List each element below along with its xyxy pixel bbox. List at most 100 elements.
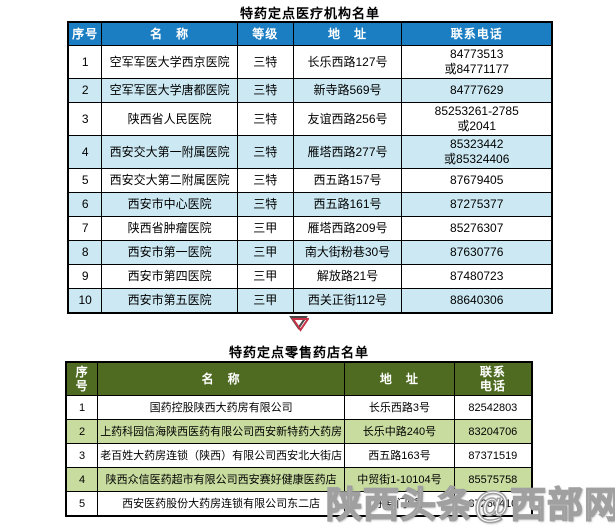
table-cell-name: 西安市第五医院 [101, 288, 238, 314]
table-row: 2 空军军医大学唐都医院 三特 新寺路569号 84777629 [67, 78, 553, 103]
table-cell-grade: 三甲 [236, 216, 294, 241]
table-cell-no: 10 [67, 288, 103, 314]
table-cell-no: 1 [67, 45, 103, 79]
table-row: 2 上药科园信海陕西医药有限公司西安新特药大药房 长乐中路240号 83204706 [65, 419, 533, 444]
table-row: 4 陕西众信医药超市有限公司西安赛好健康医药店 中贸街1-10104号 8557575… [65, 467, 533, 492]
table-cell-grade: 三特 [236, 78, 294, 103]
table-cell-grade: 三特 [236, 192, 294, 217]
table-cell-address: 解放路21号 [292, 264, 403, 289]
table-cell-phone: 85276307 [401, 216, 553, 241]
table-row: 8 西安市第一医院 三甲 南大街粉巷30号 87630776 [67, 240, 553, 265]
table-cell-phone: 87630776 [401, 240, 553, 265]
column-header-no: 序 号 [65, 361, 99, 396]
pharmacy-table-title: 特药定点零售药店名单 [228, 345, 369, 360]
table-cell-grade: 三甲 [236, 288, 294, 314]
table-cell-no: 4 [67, 135, 103, 169]
table-cell-phone: 87371519 [453, 443, 533, 468]
table-row: 10 西安市第五医院 三甲 西关正街112号 88640306 [67, 288, 553, 314]
table-cell-grade: 三特 [236, 102, 294, 136]
table-cell-no: 2 [65, 419, 99, 444]
table-cell-phone: 88640306 [401, 288, 553, 314]
header-row: 序号名 称等级地 址联系电话 [67, 21, 553, 46]
table-row: 3 陕西省人民医院 三特 友谊西路256号 85253261-2785 或2041 [67, 102, 553, 136]
table-cell-grade: 三特 [236, 168, 294, 193]
table-cell-address: 友谊西路256号 [292, 102, 403, 136]
table-cell-name: 陕西省人民医院 [101, 102, 238, 136]
table-cell-name: 西安交大第二附属医院 [101, 168, 238, 193]
table-cell-no: 9 [67, 264, 103, 289]
table-cell-name: 西安市第四医院 [101, 264, 238, 289]
table-cell-no: 1 [65, 395, 99, 420]
section-divider [65, 315, 533, 335]
table-cell-name: 陕西省肿瘤医院 [101, 216, 238, 241]
table-cell-grade: 三甲 [236, 240, 294, 265]
table-cell-phone: 85253261-2785 或2041 [401, 102, 553, 136]
table-cell-phone: 85323442 或85324406 [401, 135, 553, 169]
table-cell-phone: 85575758 [453, 467, 533, 492]
down-triangle-icon [289, 316, 310, 332]
table-cell-name: 空军军医大学西京医院 [101, 45, 238, 79]
table-cell-address: 西关正街112号 [292, 288, 403, 314]
table-row: 1 国药控股陕西大药房有限公司 长乐西路3号 82542803 [65, 395, 533, 420]
watermark: 陕西头条@西部网 [325, 483, 615, 526]
table-cell-address: 长乐西路3号 [344, 395, 455, 420]
table-row: 5 西安医药股份大药房连锁有限公司东二店 东县门8号 87260410 [65, 491, 533, 517]
table-cell-no: 8 [67, 240, 103, 265]
table-cell-phone: 84773513 或84771177 [401, 45, 553, 79]
medical-institutions-table: 序号名 称等级地 址联系电话 1 空军军医大学西京医院 三特 长乐西路127号 84773… [67, 21, 553, 314]
table-cell-name: 西安交大第一附属医院 [101, 135, 238, 169]
table-cell-no: 6 [67, 192, 103, 217]
column-header-phone: 联系 电话 [453, 361, 533, 396]
table-cell-grade: 三特 [236, 45, 294, 79]
table-row: 7 陕西省肿瘤医院 三甲 雁塔西路209号 85276307 [67, 216, 553, 241]
table-cell-address: 南大街粉巷30号 [292, 240, 403, 265]
table-cell-name: 陕西众信医药超市有限公司西安赛好健康医药店 [97, 467, 346, 492]
table-cell-address: 东县门8号 [344, 491, 455, 517]
table-cell-name: 西安医药股份大药房连锁有限公司东二店 [97, 491, 346, 517]
pharmacies-table: 序 号名 称地 址联系 电话 1 国药控股陕西大药房有限公司 长乐西路3号 825428… [65, 361, 533, 517]
table-row: 1 空军军医大学西京医院 三特 长乐西路127号 84773513 或84771177 [67, 45, 553, 79]
table-cell-no: 5 [67, 168, 103, 193]
table-row: 4 西安交大第一附属医院 三特 雁塔西路277号 85323442 或85324406 [67, 135, 553, 169]
table-cell-address: 长乐西路127号 [292, 45, 403, 79]
table-cell-address: 长乐中路240号 [344, 419, 455, 444]
column-header-phone: 联系电话 [401, 21, 553, 46]
table-cell-phone: 84777629 [401, 78, 553, 103]
table-cell-no: 7 [67, 216, 103, 241]
table-row: 6 西安市中心医院 三特 西五路161号 87275377 [67, 192, 553, 217]
table-cell-phone: 87679405 [401, 168, 553, 193]
table-cell-name: 上药科园信海陕西医药有限公司西安新特药大药房 [97, 419, 346, 444]
table-cell-no: 3 [65, 443, 99, 468]
table-cell-name: 老百姓大药房连锁（陕西）有限公司西安北大街店 [97, 443, 346, 468]
column-header-address: 地 址 [344, 361, 455, 396]
table-cell-name: 国药控股陕西大药房有限公司 [97, 395, 346, 420]
table-row: 5 西安交大第二附属医院 三特 西五路157号 87679405 [67, 168, 553, 193]
table-cell-no: 3 [67, 102, 103, 136]
table-cell-name: 西安市中心医院 [101, 192, 238, 217]
column-header-no: 序号 [67, 21, 103, 46]
table-cell-phone: 87480723 [401, 264, 553, 289]
table-cell-name: 空军军医大学唐都医院 [101, 78, 238, 103]
table-cell-grade: 三甲 [236, 264, 294, 289]
table-cell-no: 4 [65, 467, 99, 492]
table-cell-address: 西五路161号 [292, 192, 403, 217]
table-cell-address: 雁塔西路277号 [292, 135, 403, 169]
table-cell-address: 西五路157号 [292, 168, 403, 193]
table-cell-name: 西安市第一医院 [101, 240, 238, 265]
column-header-name: 名 称 [97, 361, 346, 396]
table-cell-grade: 三特 [236, 135, 294, 169]
table-row: 9 西安市第四医院 三甲 解放路21号 87480723 [67, 264, 553, 289]
medical-table-title: 特药定点医疗机构名单 [239, 6, 380, 21]
table-cell-phone: 83204706 [453, 419, 533, 444]
table-cell-address: 中贸街1-10104号 [344, 467, 455, 492]
table-cell-address: 新寺路569号 [292, 78, 403, 103]
table-cell-no: 2 [67, 78, 103, 103]
table-cell-address: 西五路163号 [344, 443, 455, 468]
table-cell-phone: 82542803 [453, 395, 533, 420]
table-cell-phone: 87260410 [453, 491, 533, 517]
header-row: 序 号名 称地 址联系 电话 [65, 361, 533, 396]
column-header-address: 地 址 [292, 21, 403, 46]
table-row: 3 老百姓大药房连锁（陕西）有限公司西安北大街店 西五路163号 87371519 [65, 443, 533, 468]
table-cell-no: 5 [65, 491, 99, 517]
table-cell-phone: 87275377 [401, 192, 553, 217]
